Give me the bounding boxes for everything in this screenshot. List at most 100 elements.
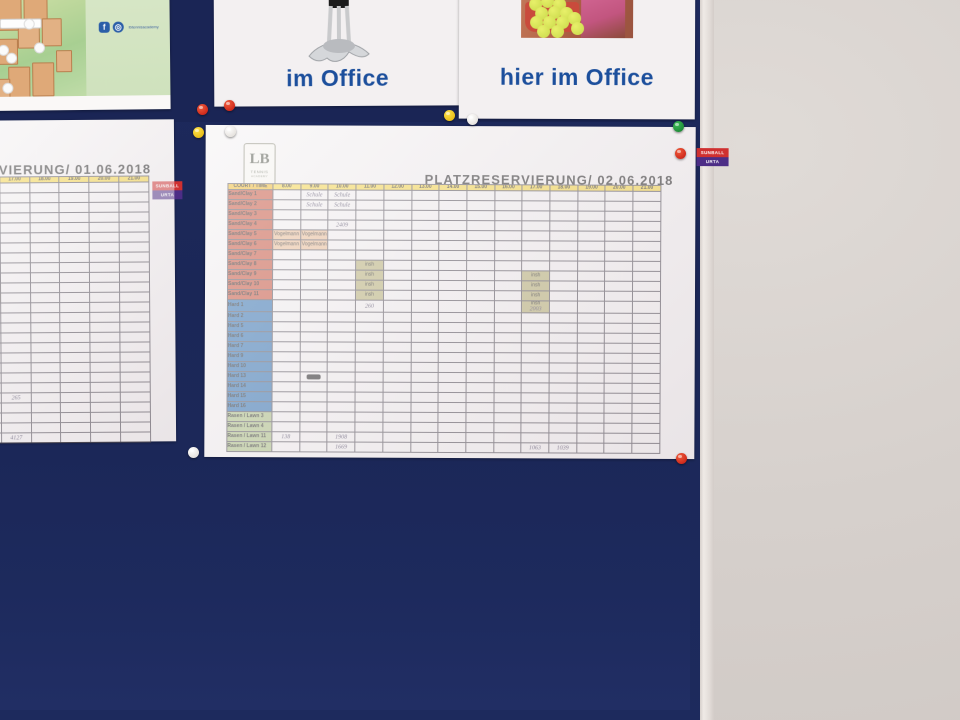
slot-cell[interactable]: 138: [271, 431, 300, 442]
slot-cell[interactable]: [493, 412, 522, 423]
slot-cell[interactable]: [438, 280, 467, 291]
slot-cell[interactable]: [494, 230, 523, 241]
slot-cell[interactable]: [31, 432, 62, 443]
slot-cell[interactable]: [327, 269, 356, 281]
slot-cell[interactable]: [328, 239, 356, 251]
slot-cell[interactable]: [494, 290, 522, 301]
slot-cell[interactable]: [90, 342, 121, 353]
slot-cell[interactable]: [120, 351, 151, 363]
slot-cell[interactable]: [272, 219, 301, 230]
slot-cell[interactable]: [604, 323, 633, 334]
slot-cell[interactable]: [549, 402, 577, 414]
slot-cell[interactable]: [383, 312, 411, 323]
pin-red-4[interactable]: [676, 453, 687, 464]
slot-cell[interactable]: [521, 432, 549, 443]
slot-cell[interactable]: [466, 250, 495, 261]
slot-cell[interactable]: [119, 201, 150, 213]
slot-cell[interactable]: [30, 362, 61, 373]
slot-cell[interactable]: [466, 362, 494, 373]
slot-cell[interactable]: [90, 372, 121, 383]
slot-cell[interactable]: [120, 361, 151, 373]
slot-cell[interactable]: [272, 381, 300, 392]
slot-cell[interactable]: [89, 262, 120, 273]
slot-cell[interactable]: [383, 290, 412, 301]
slot-cell[interactable]: [300, 209, 329, 220]
slot-cell[interactable]: [438, 240, 467, 251]
slot-cell[interactable]: [355, 362, 384, 373]
slot-cell[interactable]: [549, 220, 578, 232]
slot-cell[interactable]: [300, 321, 328, 332]
slot-cell[interactable]: [59, 262, 90, 273]
slot-cell[interactable]: [410, 342, 439, 353]
slot-cell[interactable]: insh: [355, 280, 384, 291]
slot-cell[interactable]: [119, 251, 150, 263]
slot-cell[interactable]: [605, 221, 633, 232]
reservation-table-left[interactable]: 16.0017.0018.0019.0020.0021.00inshinshin…: [0, 175, 151, 444]
slot-cell[interactable]: [327, 421, 356, 433]
slot-cell[interactable]: [522, 190, 550, 201]
slot-cell[interactable]: [300, 219, 329, 230]
slot-cell[interactable]: [272, 351, 300, 362]
slot-cell[interactable]: [59, 282, 90, 293]
slot-cell[interactable]: [522, 240, 550, 251]
slot-cell[interactable]: 1039: [548, 442, 577, 454]
slot-cell[interactable]: [355, 392, 383, 403]
slot-cell[interactable]: [90, 422, 121, 433]
slot-cell[interactable]: [605, 241, 633, 252]
slot-cell[interactable]: [494, 270, 522, 281]
slot-cell[interactable]: [60, 292, 90, 303]
slot-cell[interactable]: [466, 332, 494, 343]
slot-cell[interactable]: [604, 271, 633, 282]
pin-white-2[interactable]: [467, 114, 478, 125]
slot-cell[interactable]: [466, 230, 495, 241]
slot-cell[interactable]: [383, 200, 412, 211]
slot-cell[interactable]: [272, 199, 301, 210]
slot-cell[interactable]: [383, 280, 412, 291]
slot-cell[interactable]: [327, 311, 356, 323]
slot-cell[interactable]: [411, 230, 439, 241]
slot-cell[interactable]: [0, 232, 30, 244]
slot-cell[interactable]: [604, 423, 633, 434]
slot-cell[interactable]: [29, 182, 60, 193]
slot-cell[interactable]: [272, 361, 300, 372]
slot-cell[interactable]: [299, 431, 328, 442]
slot-cell[interactable]: [119, 321, 150, 333]
slot-cell[interactable]: [0, 192, 30, 204]
slot-cell[interactable]: [410, 392, 439, 403]
slot-cell[interactable]: [0, 372, 31, 384]
hier-im-office-poster[interactable]: hier im Office: [458, 0, 696, 120]
slot-cell[interactable]: [383, 300, 411, 313]
slot-cell[interactable]: [59, 202, 90, 213]
slot-cell[interactable]: [30, 302, 61, 313]
slot-cell[interactable]: [30, 282, 61, 293]
slot-cell[interactable]: [120, 431, 151, 443]
slot-cell[interactable]: [577, 241, 606, 252]
slot-cell[interactable]: Vogelmann: [300, 229, 329, 240]
slot-cell[interactable]: [577, 201, 606, 212]
slot-cell[interactable]: [90, 412, 121, 423]
slot-cell[interactable]: [61, 432, 91, 443]
slot-cell[interactable]: [411, 250, 439, 261]
slot-cell[interactable]: [466, 372, 494, 383]
slot-cell[interactable]: [549, 392, 577, 404]
slot-cell[interactable]: [327, 361, 356, 373]
slot-cell[interactable]: [355, 220, 384, 231]
slot-cell[interactable]: [521, 422, 549, 433]
slot-cell[interactable]: [383, 190, 412, 201]
slot-cell[interactable]: [327, 321, 356, 333]
slot-cell[interactable]: [119, 331, 150, 343]
slot-cell[interactable]: [90, 362, 121, 373]
slot-cell[interactable]: [89, 242, 120, 253]
slot-cell[interactable]: [577, 211, 606, 222]
slot-cell[interactable]: [576, 393, 605, 404]
slot-cell[interactable]: [355, 332, 384, 343]
slot-cell[interactable]: [120, 371, 151, 383]
slot-cell[interactable]: [354, 422, 383, 433]
slot-cell[interactable]: [465, 432, 494, 443]
slot-cell[interactable]: [383, 342, 411, 353]
slot-cell[interactable]: [272, 391, 300, 402]
slot-cell[interactable]: [0, 332, 31, 344]
slot-cell[interactable]: [0, 182, 30, 194]
slot-cell[interactable]: [119, 231, 150, 243]
slot-cell[interactable]: [631, 443, 660, 454]
